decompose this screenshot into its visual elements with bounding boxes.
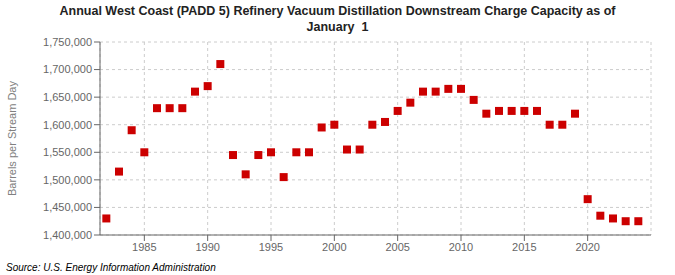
svg-text:1,650,000: 1,650,000 bbox=[43, 91, 92, 103]
svg-text:2000: 2000 bbox=[322, 241, 346, 253]
svg-text:1990: 1990 bbox=[195, 241, 219, 253]
svg-text:1,500,000: 1,500,000 bbox=[43, 174, 92, 186]
svg-text:1,450,000: 1,450,000 bbox=[43, 201, 92, 213]
svg-text:1,600,000: 1,600,000 bbox=[43, 119, 92, 131]
svg-text:2010: 2010 bbox=[449, 241, 473, 253]
svg-text:Barrels per Stream Day: Barrels per Stream Day bbox=[8, 81, 18, 196]
svg-text:2015: 2015 bbox=[512, 241, 536, 253]
svg-text:1985: 1985 bbox=[132, 241, 156, 253]
html-text:Source: U.S. Energy Informatio: Source: U.S. Energy Information Administ… bbox=[6, 262, 216, 273]
svg-text:1,550,000: 1,550,000 bbox=[43, 146, 92, 158]
svg-text:1,750,000: 1,750,000 bbox=[43, 36, 92, 48]
svg-text:1,400,000: 1,400,000 bbox=[43, 229, 92, 241]
svg-text:1995: 1995 bbox=[259, 241, 283, 253]
svg-text:2005: 2005 bbox=[385, 241, 409, 253]
svg-text:1,700,000: 1,700,000 bbox=[43, 63, 92, 75]
html-text:Annual West Coast (PADD 5) Ref: Annual West Coast (PADD 5) Refinery Vacu… bbox=[59, 4, 616, 34]
svg-text:2020: 2020 bbox=[575, 241, 599, 253]
